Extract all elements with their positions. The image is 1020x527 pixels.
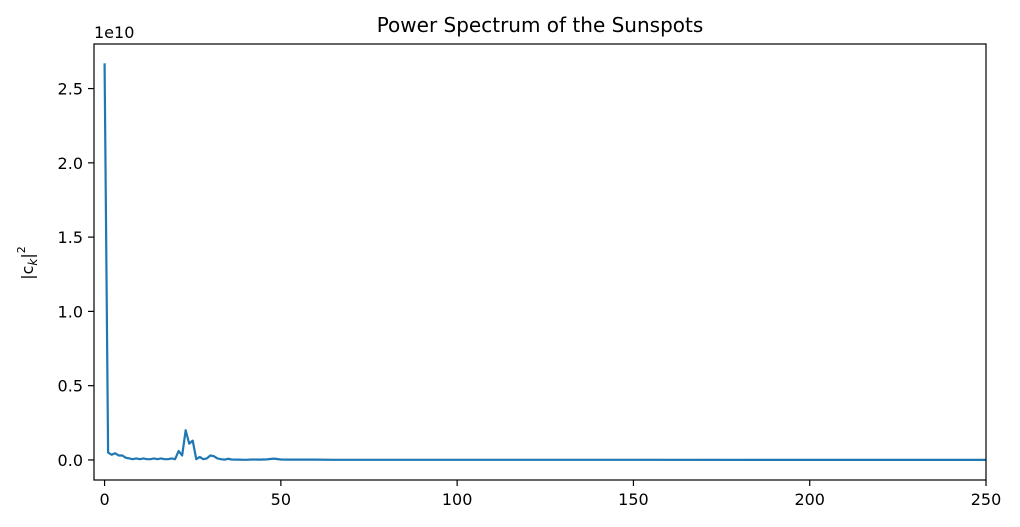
y-axis-label-close: | xyxy=(18,253,37,258)
x-tick-label: 0 xyxy=(99,490,109,509)
y-tick-label: 0.5 xyxy=(58,377,83,396)
y-axis-label-base: |c xyxy=(18,266,37,280)
svg-text:|ck|2: |ck|2 xyxy=(15,246,40,280)
y-tick-label: 1.0 xyxy=(58,302,83,321)
series-line xyxy=(103,63,986,461)
chart-title: Power Spectrum of the Sunspots xyxy=(377,13,704,37)
y-tick-label: 0.0 xyxy=(58,451,83,470)
x-tick-label: 50 xyxy=(271,490,291,509)
plot-area xyxy=(103,63,986,461)
axes: 0 50 100 150 200 250 0.0 0.5 1.0 1.5 2.0 2.5 xyxy=(58,43,1002,509)
y-tick-label: 2.0 xyxy=(58,154,83,173)
y-tick-label: 1.5 xyxy=(58,228,83,247)
y-axis-label-sup: 2 xyxy=(15,246,28,253)
y-tick-label: 2.5 xyxy=(58,80,83,99)
x-tick-label: 200 xyxy=(794,490,825,509)
x-tick-label: 150 xyxy=(618,490,649,509)
y-axis-label: |ck|2 xyxy=(15,246,40,280)
y-offset-label: 1e10 xyxy=(94,23,134,42)
y-axis-label-sub: k xyxy=(26,258,40,266)
x-tick-label: 250 xyxy=(971,490,1002,509)
plot-frame xyxy=(93,43,987,481)
x-tick-label: 100 xyxy=(442,490,473,509)
